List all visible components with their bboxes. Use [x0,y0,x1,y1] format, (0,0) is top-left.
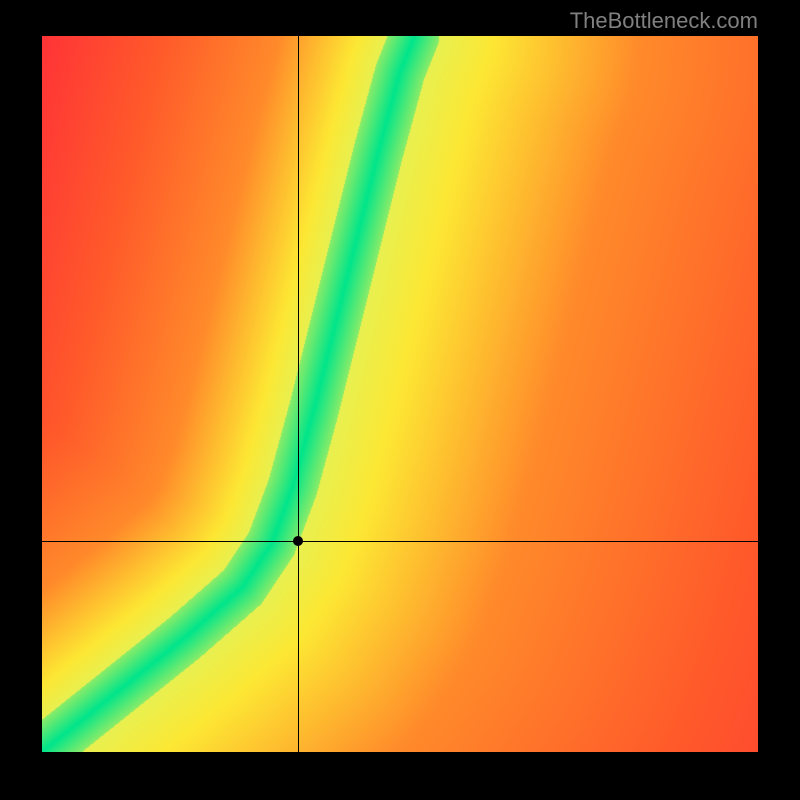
watermark-text: TheBottleneck.com [570,8,758,34]
plot-area [42,36,758,752]
chart-container: TheBottleneck.com [0,0,800,800]
crosshair-vertical [298,36,299,752]
heatmap-canvas [42,36,758,752]
intersection-marker [293,536,303,546]
crosshair-horizontal [42,541,758,542]
